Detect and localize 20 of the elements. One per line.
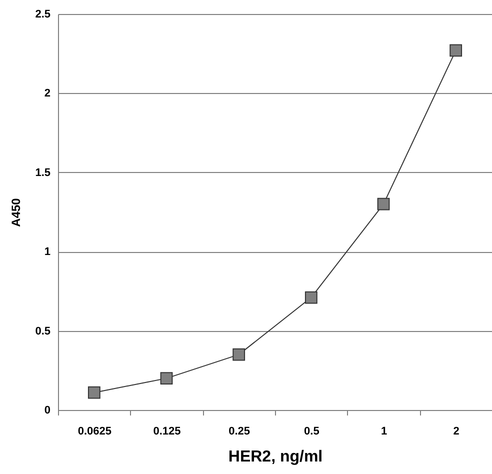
y-tick-label: 1.5 <box>35 166 50 179</box>
y-tick-label: 0 <box>44 404 50 416</box>
x-axis-title: HER2, ng/ml <box>228 448 323 466</box>
x-tick-label: 0.25 <box>228 426 250 438</box>
x-tick-label: 0.125 <box>153 426 181 438</box>
y-tick-label: 2 <box>44 88 50 100</box>
point <box>450 44 462 57</box>
y-tick-label: 1 <box>44 246 50 258</box>
x-tick-label: 0.0625 <box>78 426 112 438</box>
point <box>160 372 173 385</box>
point <box>377 198 390 210</box>
point <box>88 386 100 399</box>
y-tick-label: 0.5 <box>35 325 50 338</box>
point <box>232 348 246 361</box>
y-axis-title: A450 <box>9 198 24 227</box>
x-tick-label: 1 <box>380 426 388 438</box>
x-tick-label: 2 <box>453 426 460 438</box>
y-tick-label: 2.5 <box>35 8 50 20</box>
point <box>304 291 318 304</box>
x-tick-label: 0.5 <box>304 426 320 438</box>
